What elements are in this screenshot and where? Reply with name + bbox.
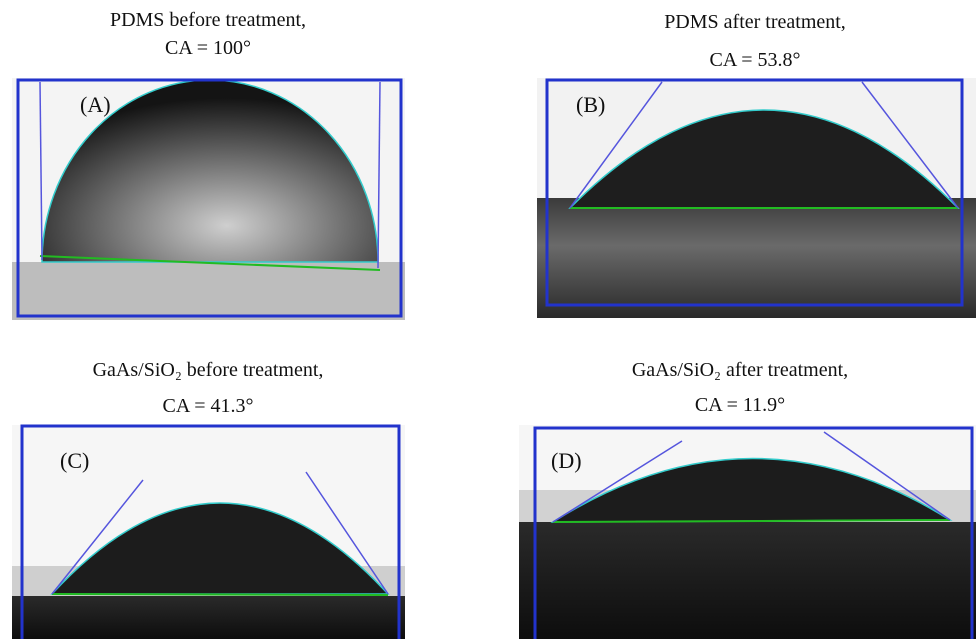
panel-c: GaAs/SiO₂ before treatment, CA = 41.3° (… bbox=[12, 359, 405, 639]
panel-label: (A) bbox=[80, 92, 111, 117]
caption-angle: CA = 11.9° bbox=[695, 394, 785, 416]
caption: GaAs/SiO₂ before treatment, bbox=[93, 359, 324, 381]
substrate bbox=[537, 198, 976, 318]
substrate bbox=[519, 522, 976, 639]
caption-angle: CA = 100° bbox=[165, 37, 251, 59]
figure: PDMS before treatment, CA = 100° (A) PDM… bbox=[0, 0, 976, 639]
substrate bbox=[12, 262, 405, 320]
caption: PDMS after treatment, bbox=[664, 11, 846, 33]
caption: PDMS before treatment, bbox=[110, 9, 306, 31]
panel-a: PDMS before treatment, CA = 100° (A) bbox=[12, 9, 405, 320]
caption-angle: CA = 41.3° bbox=[163, 395, 254, 417]
baseline bbox=[52, 594, 388, 595]
panel-d: GaAs/SiO₂ after treatment, CA = 11.9° (D… bbox=[519, 359, 976, 639]
caption-angle: CA = 53.8° bbox=[710, 49, 801, 71]
panel-label: (C) bbox=[60, 448, 89, 473]
panel-label: (D) bbox=[551, 448, 582, 473]
panel-label: (B) bbox=[576, 92, 605, 117]
caption: GaAs/SiO₂ after treatment, bbox=[632, 359, 848, 381]
panel-b: PDMS after treatment, CA = 53.8° (B) bbox=[537, 11, 976, 318]
substrate bbox=[12, 596, 405, 639]
